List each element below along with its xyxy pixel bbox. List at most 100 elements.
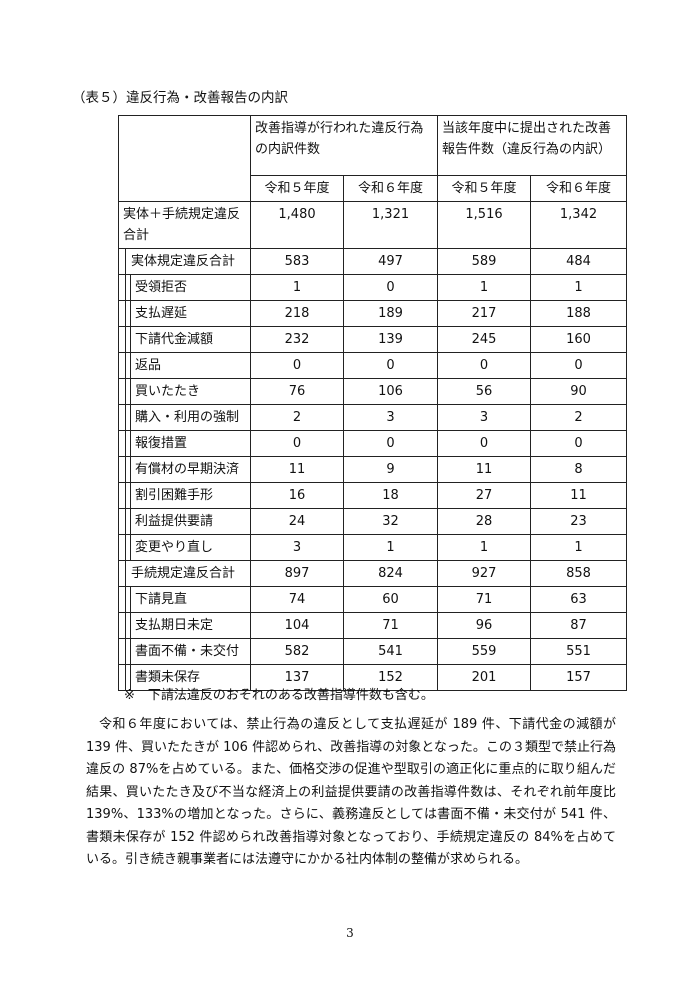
- value-cell: 104: [250, 612, 344, 639]
- row-label: 受領拒否: [118, 274, 251, 302]
- violation-table: 改善指導が行われた違反行為の内訳件数 当該年度中に提出された改善報告件数（違反行…: [118, 115, 628, 692]
- value-cell: 56: [437, 378, 532, 405]
- value-cell: 152: [342, 664, 439, 691]
- table-row: 変更やり直し 3 1 1 1: [118, 534, 628, 562]
- year-header: 令和５年度: [250, 175, 344, 202]
- value-cell: 559: [437, 638, 532, 665]
- table-row: 手続規定違反合計 897 824 927 858: [118, 560, 628, 588]
- value-cell: 1: [437, 274, 532, 301]
- row-label: 支払期日未定: [118, 612, 251, 640]
- row-label: 書類未保存: [118, 664, 251, 692]
- table-caption: （表５）違反行為・改善報告の内訳: [72, 90, 288, 106]
- value-cell: 90: [530, 378, 628, 405]
- value-cell: 497: [342, 248, 439, 275]
- value-cell: 245: [437, 326, 532, 353]
- value-cell: 0: [250, 430, 344, 457]
- value-cell: 9: [342, 456, 439, 483]
- header-empty-cell: [118, 115, 251, 202]
- value-cell: 1: [342, 534, 439, 561]
- table-row: 購入・利用の強制 2 3 3 2: [118, 404, 628, 432]
- row-label: 買いたたき: [118, 378, 251, 406]
- value-cell: 484: [530, 248, 628, 275]
- year-header: 令和６年度: [342, 175, 439, 202]
- value-cell: 217: [437, 300, 532, 327]
- row-label: 書面不備・未交付: [118, 638, 251, 666]
- table-row: 買いたたき 76 106 56 90: [118, 378, 628, 406]
- table-note: ※ 下請法違反のおそれのある改善指導件数も含む。: [124, 688, 434, 703]
- value-cell: 87: [530, 612, 628, 639]
- value-cell: 188: [530, 300, 628, 327]
- row-label: 実体＋手続規定違反合計: [118, 201, 251, 249]
- value-cell: 2: [530, 404, 628, 431]
- table-row: 下請見直 74 60 71 63: [118, 586, 628, 614]
- row-label: 下請代金減額: [118, 326, 251, 354]
- row-label: 利益提供要請: [118, 508, 251, 536]
- value-cell: 63: [530, 586, 628, 613]
- value-cell: 11: [437, 456, 532, 483]
- row-label: 購入・利用の強制: [118, 404, 251, 432]
- value-cell: 927: [437, 560, 532, 587]
- row-label: 報復措置: [118, 430, 251, 458]
- table-row: 書類未保存 137 152 201 157: [118, 664, 628, 692]
- value-cell: 32: [342, 508, 439, 535]
- value-cell: 1: [250, 274, 344, 301]
- year-header: 令和６年度: [530, 175, 628, 202]
- value-cell: 3: [250, 534, 344, 561]
- value-cell: 189: [342, 300, 439, 327]
- value-cell: 0: [342, 430, 439, 457]
- table-row: 書面不備・未交付 582 541 559 551: [118, 638, 628, 666]
- value-cell: 541: [342, 638, 439, 665]
- value-cell: 201: [437, 664, 532, 691]
- value-cell: 11: [530, 482, 628, 509]
- value-cell: 160: [530, 326, 628, 353]
- value-cell: 0: [437, 352, 532, 379]
- header-row-group: 改善指導が行われた違反行為の内訳件数 当該年度中に提出された改善報告件数（違反行…: [118, 115, 628, 202]
- value-cell: 23: [530, 508, 628, 535]
- value-cell: 0: [530, 430, 628, 457]
- row-label: 実体規定違反合計: [118, 248, 251, 276]
- value-cell: 11: [250, 456, 344, 483]
- table-row: 下請代金減額 232 139 245 160: [118, 326, 628, 354]
- table-row: 返品 0 0 0 0: [118, 352, 628, 380]
- value-cell: 0: [250, 352, 344, 379]
- page-number: 3: [346, 926, 354, 940]
- row-label: 手続規定違反合計: [118, 560, 251, 588]
- value-cell: 551: [530, 638, 628, 665]
- table-row: 支払期日未定 104 71 96 87: [118, 612, 628, 640]
- group-header: 当該年度中に提出された改善報告件数（違反行為の内訳）: [437, 115, 628, 176]
- row-label: 返品: [118, 352, 251, 380]
- value-cell: 139: [342, 326, 439, 353]
- value-cell: 76: [250, 378, 344, 405]
- value-cell: 583: [250, 248, 344, 275]
- value-cell: 897: [250, 560, 344, 587]
- value-cell: 71: [342, 612, 439, 639]
- value-cell: 8: [530, 456, 628, 483]
- value-cell: 137: [250, 664, 344, 691]
- value-cell: 0: [342, 352, 439, 379]
- year-header: 令和５年度: [437, 175, 532, 202]
- value-cell: 157: [530, 664, 628, 691]
- value-cell: 24: [250, 508, 344, 535]
- value-cell: 96: [437, 612, 532, 639]
- value-cell: 60: [342, 586, 439, 613]
- value-cell: 27: [437, 482, 532, 509]
- table-row: 実体＋手続規定違反合計 1,480 1,321 1,516 1,342: [118, 201, 628, 249]
- value-cell: 582: [250, 638, 344, 665]
- value-cell: 28: [437, 508, 532, 535]
- table-row: 有償材の早期決済 11 9 11 8: [118, 456, 628, 484]
- body-paragraph: 令和６年度においては、禁止行為の違反として支払遅延が 189 件、下請代金の減額…: [86, 717, 616, 867]
- value-cell: 0: [437, 430, 532, 457]
- table-row: 支払遅延 218 189 217 188: [118, 300, 628, 328]
- value-cell: 3: [342, 404, 439, 431]
- value-cell: 1,480: [250, 201, 344, 249]
- value-cell: 1: [530, 534, 628, 561]
- row-label: 支払遅延: [118, 300, 251, 328]
- value-cell: 18: [342, 482, 439, 509]
- value-cell: 858: [530, 560, 628, 587]
- value-cell: 0: [530, 352, 628, 379]
- row-label: 下請見直: [118, 586, 251, 614]
- header-row-years: 令和５年度 令和６年度 令和５年度 令和６年度: [119, 175, 628, 202]
- value-cell: 71: [437, 586, 532, 613]
- value-cell: 1,516: [437, 201, 532, 249]
- row-label: 有償材の早期決済: [118, 456, 251, 484]
